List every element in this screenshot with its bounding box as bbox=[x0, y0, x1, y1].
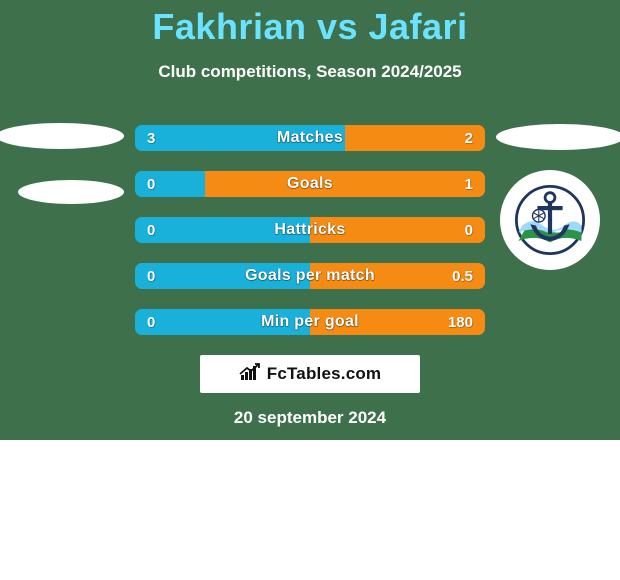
team-right-badge-1 bbox=[496, 124, 620, 150]
team-left-badge-1 bbox=[0, 123, 124, 149]
stat-bar-row: 0180Min per goal bbox=[135, 309, 485, 335]
stat-bar-row: 01Goals bbox=[135, 171, 485, 197]
stat-bar-row: 32Matches bbox=[135, 125, 485, 151]
stat-bar-row: 00.5Goals per match bbox=[135, 263, 485, 289]
branding-badge: FcTables.com bbox=[200, 355, 420, 393]
bar-label: Goals per match bbox=[135, 263, 485, 289]
page-title: Fakhrian vs Jafari bbox=[0, 6, 620, 48]
branding-text: FcTables.com bbox=[267, 364, 382, 384]
team-right-crest bbox=[515, 185, 585, 255]
date-label: 20 september 2024 bbox=[0, 408, 620, 428]
bar-label: Min per goal bbox=[135, 309, 485, 335]
bar-label: Hattricks bbox=[135, 217, 485, 243]
chart-up-icon bbox=[239, 363, 261, 386]
bar-label: Matches bbox=[135, 125, 485, 151]
team-left-badge-2 bbox=[18, 180, 124, 204]
team-right-badge-2 bbox=[500, 170, 600, 270]
page-subtitle: Club competitions, Season 2024/2025 bbox=[0, 62, 620, 82]
bar-label: Goals bbox=[135, 171, 485, 197]
stat-bar-row: 00Hattricks bbox=[135, 217, 485, 243]
anchor-crest-icon bbox=[515, 185, 585, 255]
stat-bars: 32Matches 01Goals 00Hattricks 00.5Goals per… bbox=[135, 125, 485, 355]
